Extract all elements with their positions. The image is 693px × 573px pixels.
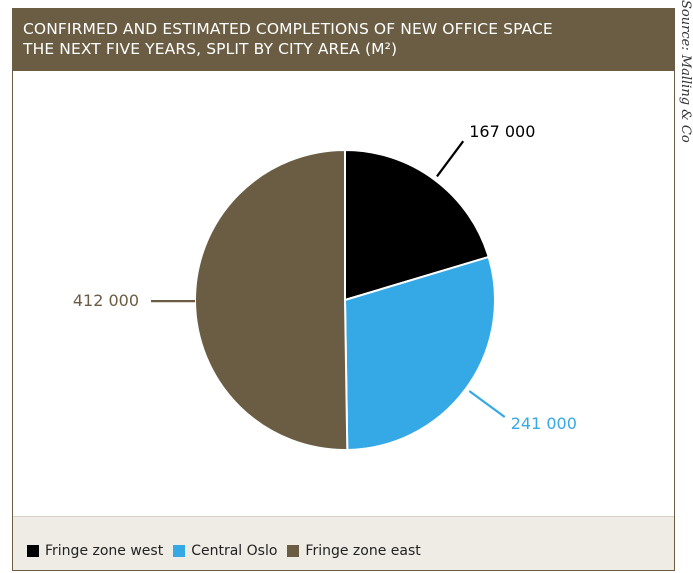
pie-slice (194, 148, 349, 451)
chart-title-line-2: THE NEXT FIVE YEARS, SPLIT BY CITY AREA … (23, 40, 398, 58)
legend-label: Fringe zone east (305, 542, 421, 559)
legend-item-fringe-zone-west: Fringe zone west (27, 543, 163, 559)
legend-swatch (287, 544, 300, 557)
pie-slice (344, 148, 490, 302)
data-label: 167 000 (469, 122, 535, 141)
legend-swatch (173, 544, 186, 557)
chart-header: CONFIRMED AND ESTIMATED COMPLETIONS OF N… (13, 9, 674, 71)
chart-legend: Fringe zone west Central Oslo Fringe zon… (13, 516, 674, 570)
legend-swatch (27, 544, 39, 557)
leader-line (436, 140, 465, 178)
data-label: 241 000 (511, 414, 577, 433)
legend-item-fringe-zone-east: Fringe zone east (287, 542, 421, 559)
legend-label: Central Oslo (191, 542, 278, 559)
data-label: 412 000 (73, 291, 139, 310)
legend-label: Fringe zone west (45, 542, 164, 559)
legend-item-central-oslo: Central Oslo (173, 543, 277, 559)
pie-slice (343, 255, 496, 451)
chart-frame: CONFIRMED AND ESTIMATED COMPLETIONS OF N… (12, 8, 675, 571)
pie-chart: 167 000 241 000 412 000 (73, 122, 577, 451)
source-text: Source: Malling & Co (678, 0, 693, 143)
leader-line (468, 390, 506, 418)
chart-title-line-1: CONFIRMED AND ESTIMATED COMPLETIONS OF N… (23, 20, 553, 38)
source-note: Source: Malling & Co (677, 0, 693, 200)
